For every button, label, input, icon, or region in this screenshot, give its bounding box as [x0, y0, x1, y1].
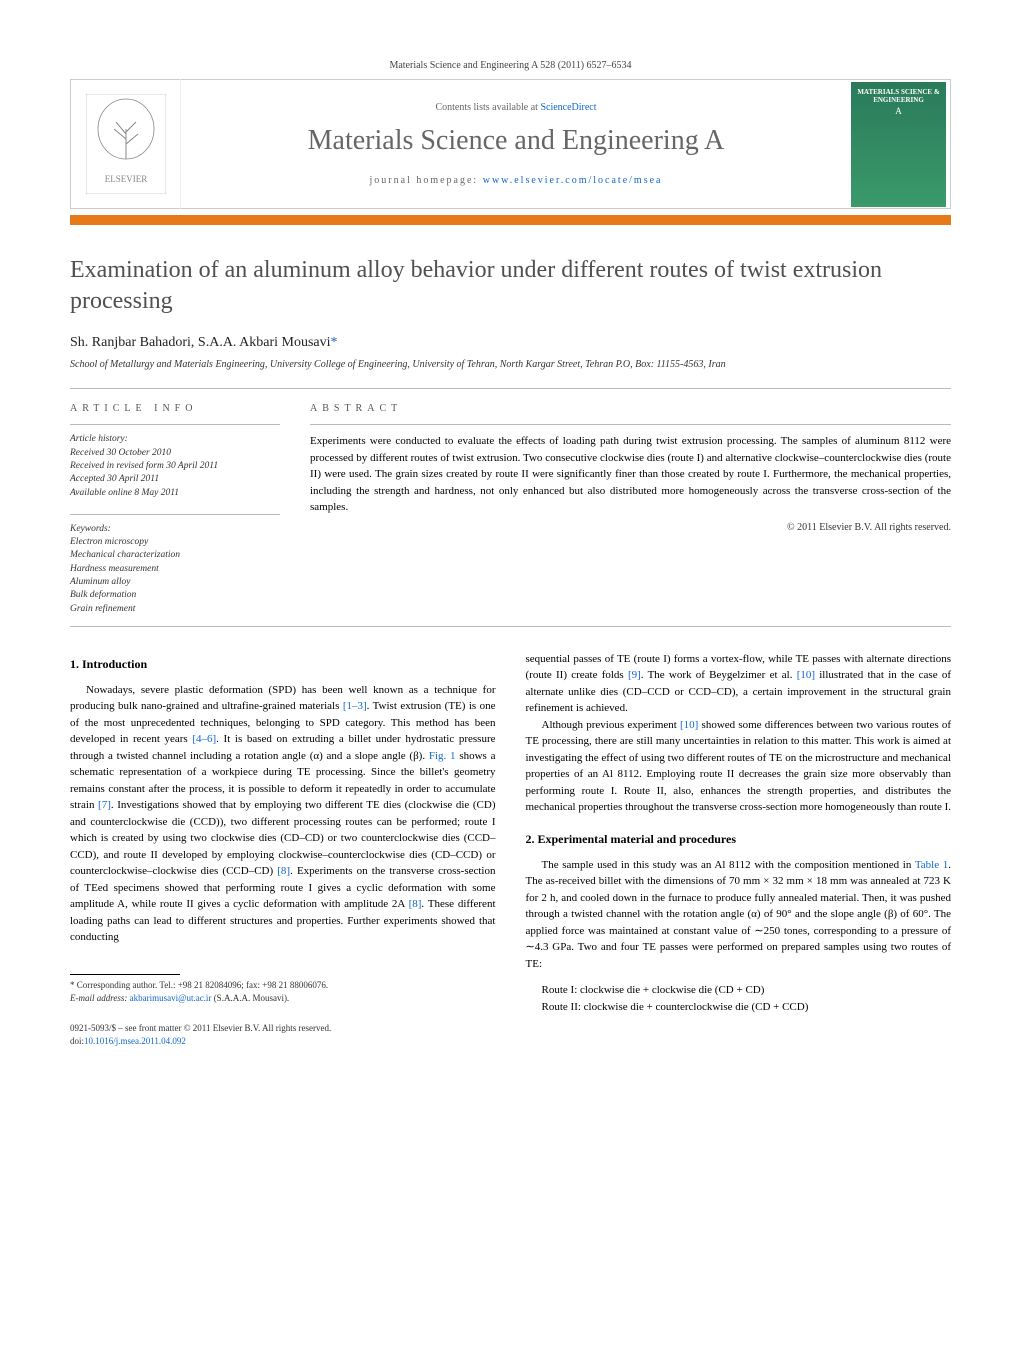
abstract-copyright: © 2011 Elsevier B.V. All rights reserved… [310, 522, 951, 533]
contents-line: Contents lists available at ScienceDirec… [191, 102, 841, 113]
text-span: Although previous experiment [542, 719, 681, 731]
masthead-center: Contents lists available at ScienceDirec… [181, 92, 851, 196]
ref-link[interactable]: [9] [628, 669, 641, 681]
body-para: The sample used in this study was an Al … [526, 857, 952, 973]
authors: Sh. Ranjbar Bahadori, S.A.A. Akbari Mous… [70, 335, 951, 351]
info-abstract-row: article info Article history: Received 3… [70, 389, 951, 626]
footnote-rule [70, 974, 180, 975]
article-history: Article history: Received 30 October 201… [70, 433, 280, 499]
intro-para: Nowadays, severe plastic deformation (SP… [70, 682, 496, 946]
email-suffix: (S.A.A.A. Mousavi). [211, 993, 289, 1003]
body-columns: 1. Introduction Nowadays, severe plastic… [70, 651, 951, 1047]
journal-cover-thumb: MATERIALS SCIENCE & ENGINEERING A [851, 82, 946, 207]
route-item: Route I: clockwise die + clockwise die (… [542, 982, 952, 999]
sciencedirect-link[interactable]: ScienceDirect [540, 102, 596, 113]
section-1-heading: 1. Introduction [70, 657, 496, 672]
article-info-col: article info Article history: Received 3… [70, 403, 280, 616]
abstract-rule [310, 424, 951, 425]
text-span: . The work of Beygelzimer et al. [641, 669, 797, 681]
rule-bottom [70, 626, 951, 627]
body-para: Although previous experiment [10] showed… [526, 717, 952, 816]
route-item: Route II: clockwise die + counterclockwi… [542, 999, 952, 1016]
table-link[interactable]: Table 1 [915, 859, 948, 871]
abstract-col: abstract Experiments were conducted to e… [310, 403, 951, 616]
homepage-link[interactable]: www.elsevier.com/locate/msea [483, 175, 663, 186]
author-list: Sh. Ranjbar Bahadori, S.A.A. Akbari Mous… [70, 335, 331, 350]
keyword: Hardness measurement [70, 563, 280, 576]
keywords-block: Keywords: Electron microscopy Mechanical… [70, 523, 280, 616]
ref-link[interactable]: [8] [409, 898, 422, 910]
running-head: Materials Science and Engineering A 528 … [70, 60, 951, 71]
ref-link[interactable]: [10] [680, 719, 698, 731]
ref-link[interactable]: [10] [797, 669, 815, 681]
keyword: Mechanical characterization [70, 549, 280, 562]
history-item: Accepted 30 April 2011 [70, 473, 280, 486]
fig-link[interactable]: Fig. 1 [429, 750, 456, 762]
elsevier-text: ELSEVIER [104, 174, 147, 184]
email-link[interactable]: akbarimusavi@ut.ac.ir [130, 993, 212, 1003]
affiliation: School of Metallurgy and Materials Engin… [70, 359, 951, 370]
abstract-label: abstract [310, 403, 951, 414]
ref-link[interactable]: [7] [98, 799, 111, 811]
info-label: article info [70, 403, 280, 414]
body-left-col: 1. Introduction Nowadays, severe plastic… [70, 651, 496, 1047]
route-list: Route I: clockwise die + clockwise die (… [542, 982, 952, 1015]
ref-link[interactable]: [4–6] [192, 733, 216, 745]
text-span: . The as-received billet with the dimens… [526, 859, 952, 970]
keywords-head: Keywords: [70, 523, 280, 536]
doi-line: doi:10.1016/j.msea.2011.04.092 [70, 1035, 496, 1048]
corresponding-mark: * [331, 335, 338, 350]
keywords-rule [70, 514, 280, 515]
abstract-text: Experiments were conducted to evaluate t… [310, 433, 951, 516]
journal-name: Materials Science and Engineering A [191, 125, 841, 157]
article-title: Examination of an aluminum alloy behavio… [70, 255, 951, 317]
ref-link[interactable]: [1–3] [343, 700, 367, 712]
front-matter-line: 0921-5093/$ – see front matter © 2011 El… [70, 1022, 496, 1035]
keyword: Electron microscopy [70, 536, 280, 549]
history-item: Available online 8 May 2011 [70, 487, 280, 500]
info-rule [70, 424, 280, 425]
homepage-prefix: journal homepage: [370, 175, 483, 186]
orange-rule [70, 215, 951, 225]
contents-prefix: Contents lists available at [435, 102, 540, 113]
page-root: Materials Science and Engineering A 528 … [0, 0, 1021, 1087]
keyword: Grain refinement [70, 603, 280, 616]
doi-link[interactable]: 10.1016/j.msea.2011.04.092 [84, 1036, 186, 1046]
history-item: Received 30 October 2010 [70, 447, 280, 460]
body-para-cont: sequential passes of TE (route I) forms … [526, 651, 952, 717]
text-span: showed some differences between two vari… [526, 719, 952, 814]
ref-link[interactable]: [8] [277, 865, 290, 877]
corr-author-line: * Corresponding author. Tel.: +98 21 820… [70, 979, 496, 992]
cover-sub: A [895, 106, 902, 116]
section-2-heading: 2. Experimental material and procedures [526, 832, 952, 847]
history-head: Article history: [70, 433, 280, 446]
masthead: ELSEVIER Contents lists available at Sci… [70, 79, 951, 209]
doi-prefix: doi: [70, 1036, 84, 1046]
elsevier-logo: ELSEVIER [71, 79, 181, 209]
footer-block: 0921-5093/$ – see front matter © 2011 El… [70, 1022, 496, 1047]
corresponding-footnote: * Corresponding author. Tel.: +98 21 820… [70, 979, 496, 1004]
text-span: The sample used in this study was an Al … [542, 859, 915, 871]
homepage-line: journal homepage: www.elsevier.com/locat… [191, 175, 841, 186]
cover-title: MATERIALS SCIENCE & ENGINEERING [855, 88, 942, 105]
keyword: Aluminum alloy [70, 576, 280, 589]
email-label: E-mail address: [70, 993, 130, 1003]
email-line: E-mail address: akbarimusavi@ut.ac.ir (S… [70, 992, 496, 1005]
history-item: Received in revised form 30 April 2011 [70, 460, 280, 473]
body-right-col: sequential passes of TE (route I) forms … [526, 651, 952, 1047]
elsevier-tree-icon: ELSEVIER [86, 94, 166, 194]
keyword: Bulk deformation [70, 589, 280, 602]
